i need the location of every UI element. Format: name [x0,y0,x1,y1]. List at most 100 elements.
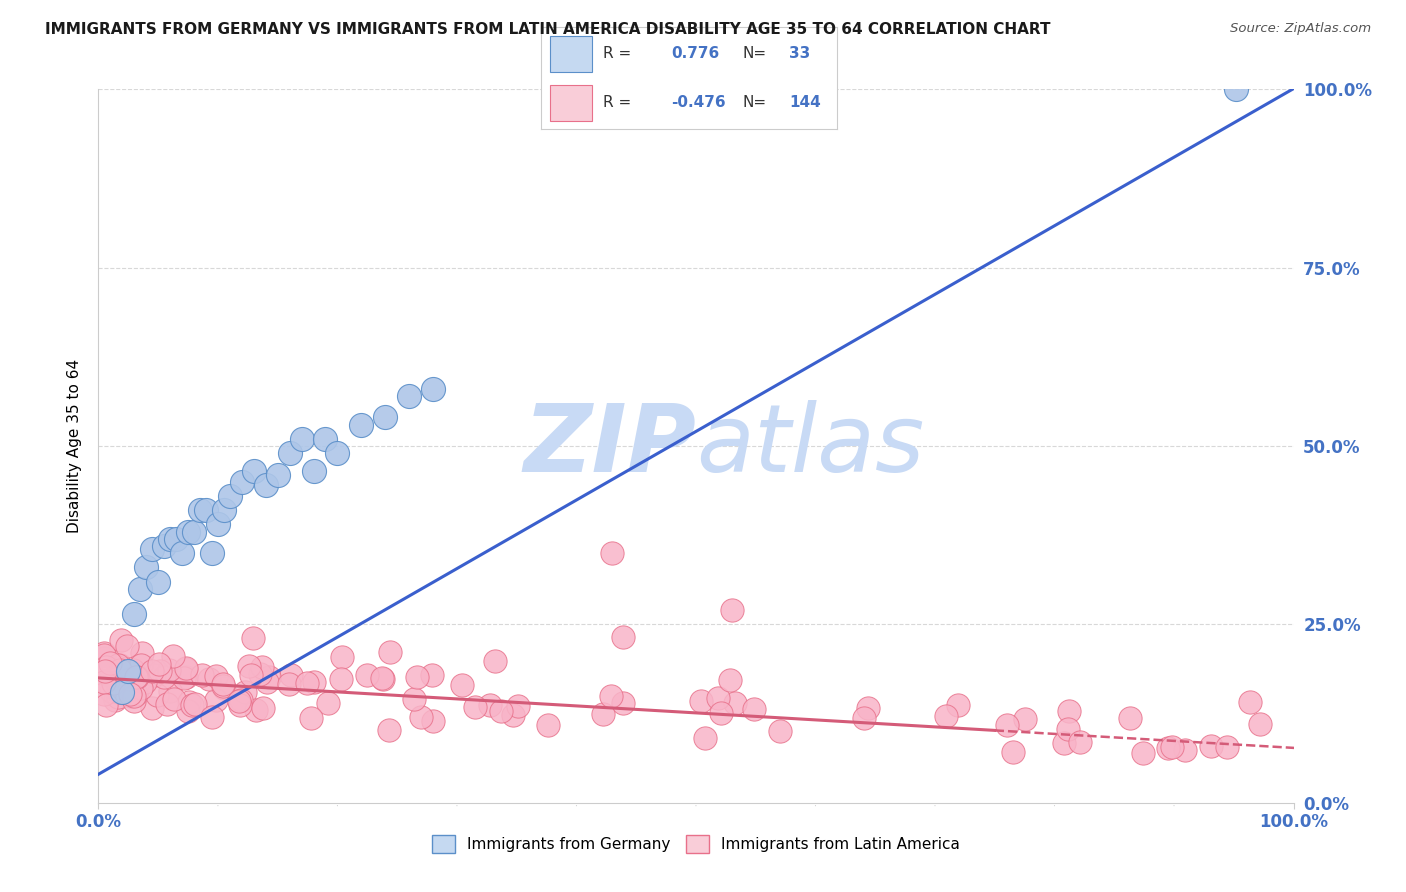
Point [721,603,744,617]
Point [378,723,401,737]
Point [1249,717,1271,731]
Point [125,670,148,684]
Point [129,658,152,673]
Point [195,503,218,517]
Point [723,696,745,710]
Point [709,706,731,721]
Point [174,661,197,675]
Point [172,546,194,560]
Point [110,633,132,648]
Point [1239,695,1261,709]
Point [159,532,181,546]
Point [148,664,170,678]
Point [122,694,145,708]
Point [240,668,263,682]
Point [243,464,266,478]
Point [131,646,153,660]
Point [135,560,157,574]
Point [1014,712,1036,726]
Point [142,667,165,681]
Text: ZIP: ZIP [523,400,696,492]
Point [214,681,236,695]
Point [93,665,115,679]
Point [174,670,197,684]
Point [329,672,352,686]
Point [93,648,115,662]
Point [165,532,187,546]
Point [1057,704,1080,718]
Point [254,478,277,492]
Point [1132,746,1154,760]
Point [228,693,250,707]
Point [212,503,235,517]
Point [97,666,120,681]
Point [484,654,506,668]
Point [602,546,624,560]
Point [162,648,184,663]
Point [122,664,145,678]
Point [479,698,502,712]
Text: 144: 144 [789,95,821,111]
Point [98,657,121,671]
Point [356,668,378,682]
Point [111,685,134,699]
Point [1052,735,1074,749]
Point [406,670,429,684]
Point [207,517,229,532]
Point [152,670,174,684]
Point [205,693,228,707]
Point [295,675,318,690]
Point [315,432,337,446]
Text: 0.776: 0.776 [671,45,720,61]
Point [157,663,180,677]
Point [612,696,634,710]
Point [489,704,512,718]
Point [249,666,271,681]
Point [1119,711,1142,725]
Point [108,664,131,678]
Point [612,631,634,645]
Point [506,699,529,714]
Point [404,692,426,706]
Point [180,698,202,713]
Point [148,657,170,672]
Point [231,475,253,489]
Point [278,446,301,460]
Y-axis label: Disability Age 35 to 64: Disability Age 35 to 64 [67,359,83,533]
Point [94,666,117,681]
Point [120,689,142,703]
Point [177,524,200,539]
Point [422,668,444,682]
Point [156,697,179,711]
Point [1174,743,1197,757]
Point [197,673,219,687]
Point [108,685,131,699]
Point [107,690,129,704]
Point [212,676,235,690]
Point [107,657,129,672]
Text: N=: N= [742,95,766,111]
Point [995,718,1018,732]
Point [212,679,235,693]
Point [177,705,200,719]
Point [173,672,195,686]
Point [742,702,765,716]
Point [291,432,314,446]
Point [191,668,214,682]
Point [326,446,349,460]
Point [104,673,127,687]
Point [252,701,274,715]
Point [371,672,394,686]
Point [299,711,322,725]
Text: Source: ZipAtlas.com: Source: ZipAtlas.com [1230,22,1371,36]
Point [280,668,302,682]
Point [302,464,325,478]
Point [122,689,145,703]
Point [108,657,131,672]
Point [94,660,117,674]
Point [159,683,181,698]
Point [105,668,128,682]
Point [350,417,373,432]
Point [398,389,420,403]
Point [242,631,264,645]
